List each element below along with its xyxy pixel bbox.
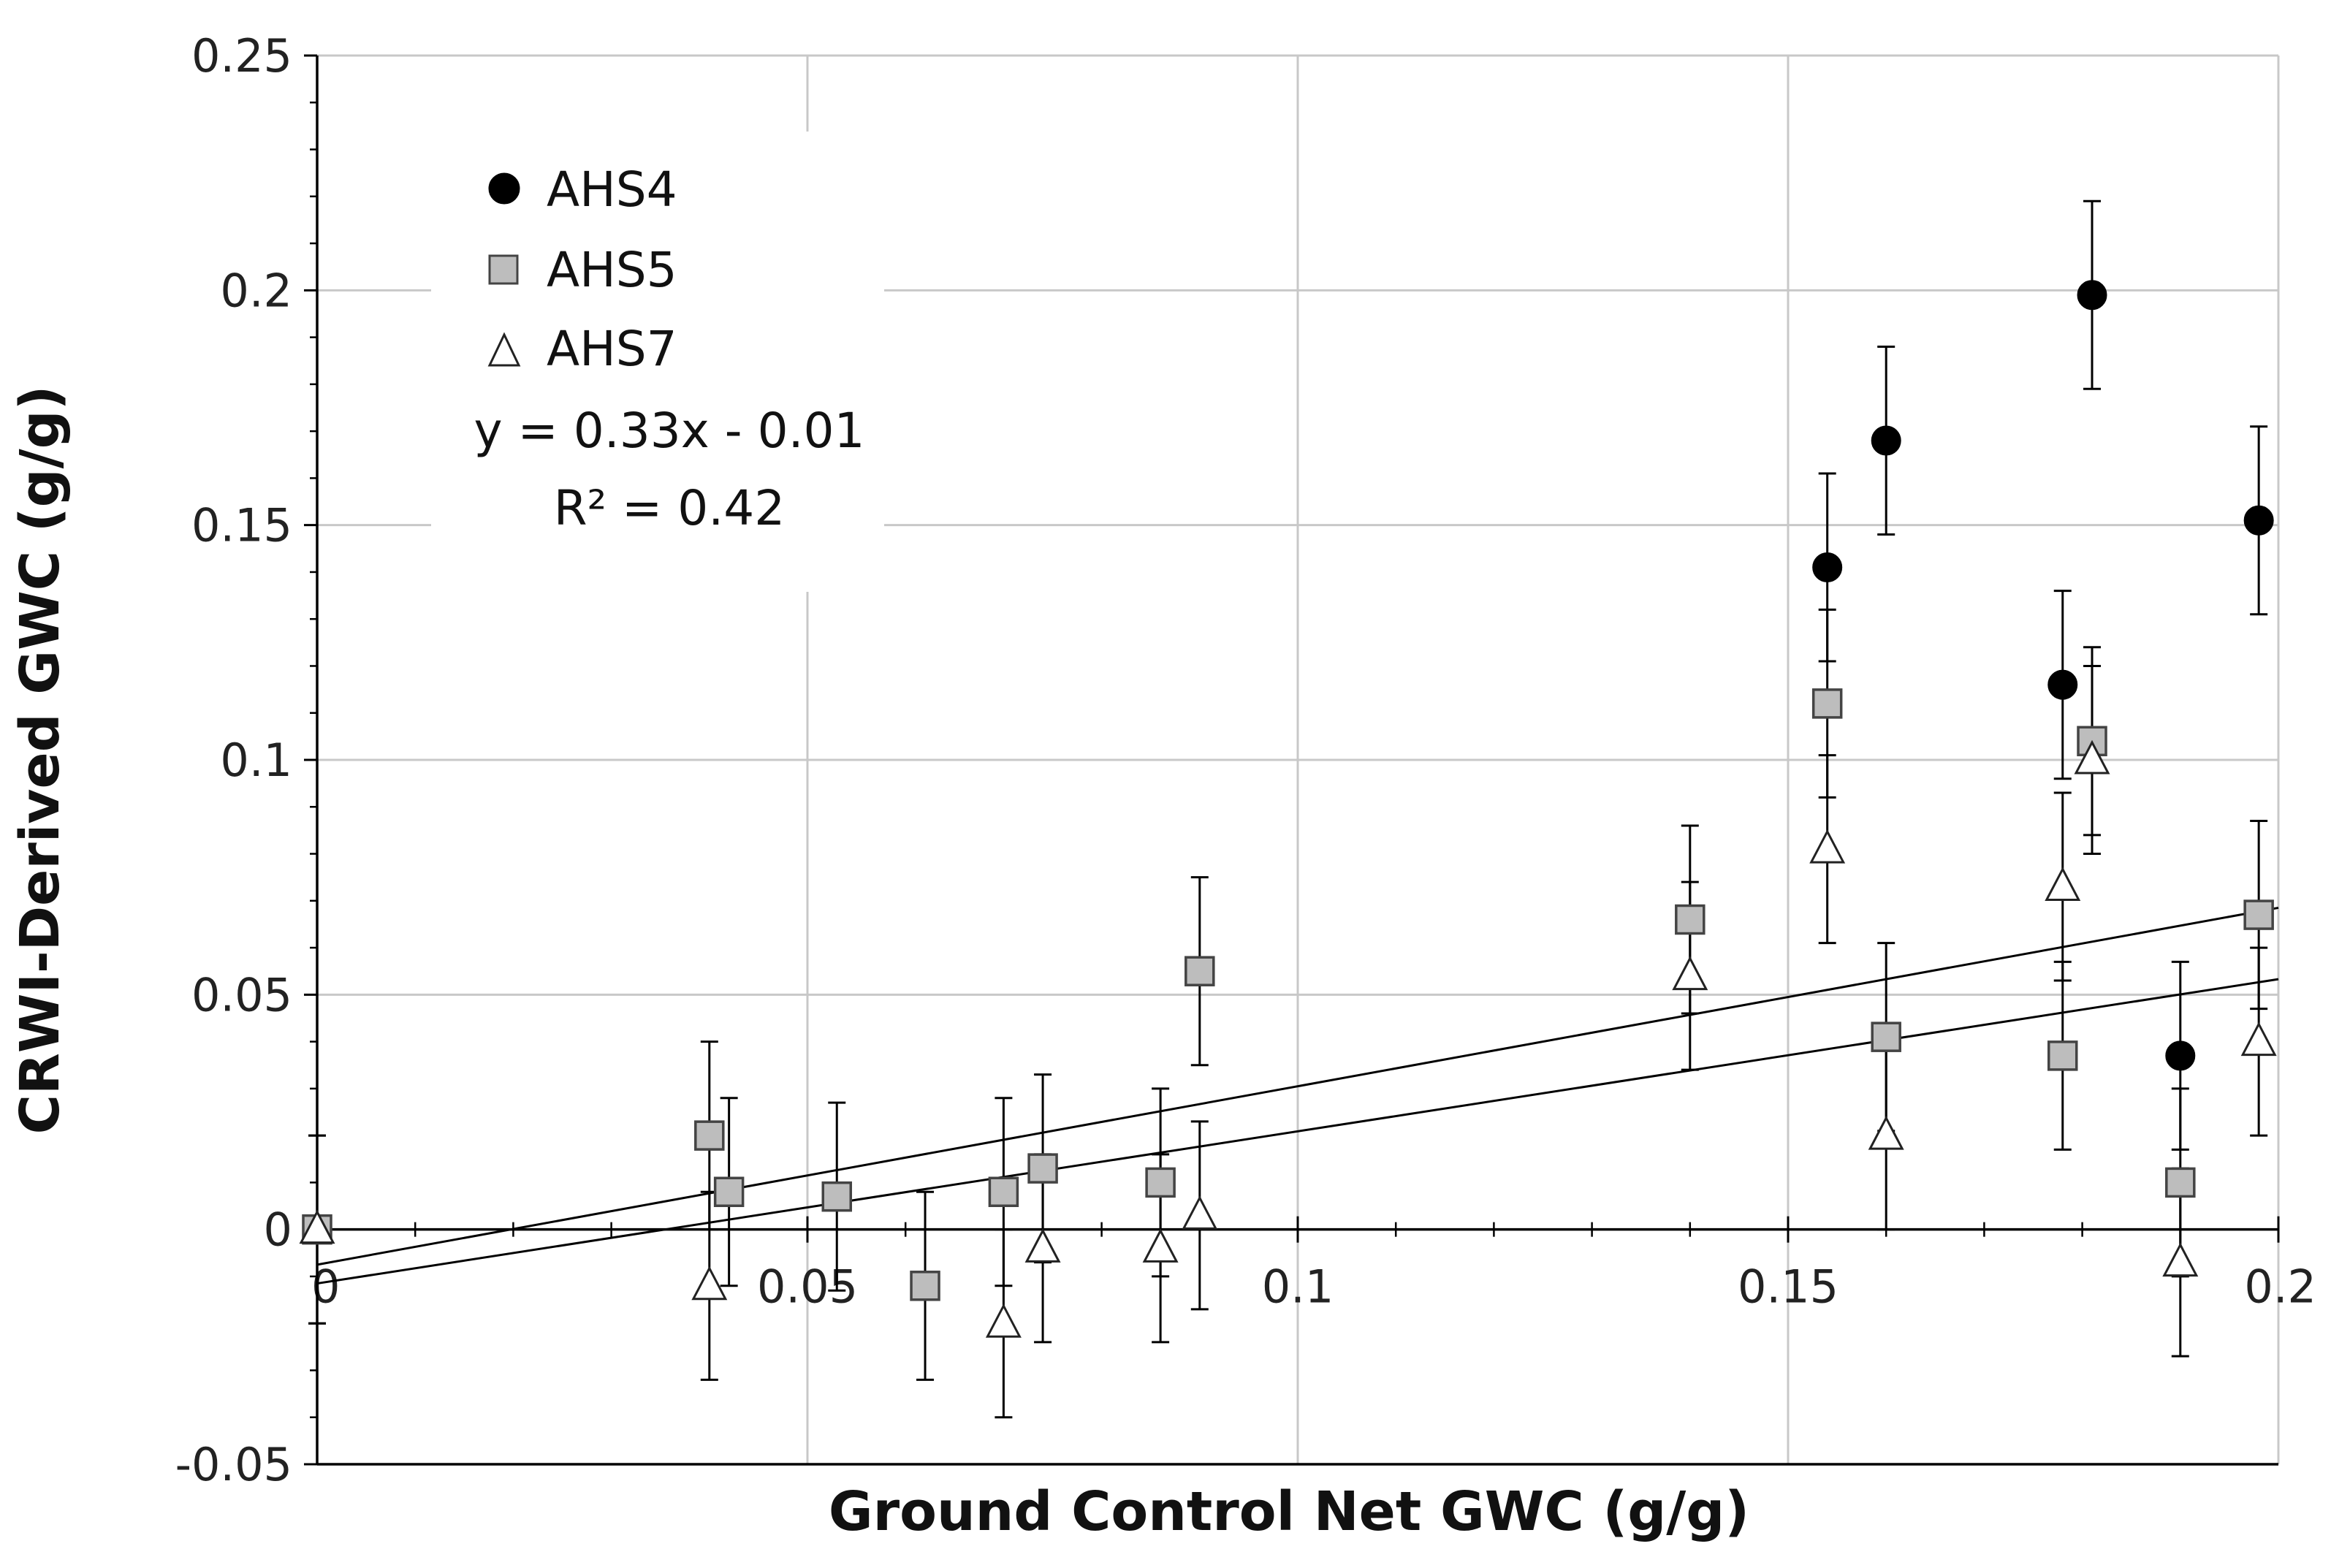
point-ahs4 [2077,280,2107,311]
point-ahs4 [2047,669,2078,700]
legend-marker-ahs7 [487,332,521,367]
point-ahs7 [1024,1228,1061,1263]
x-tick-label: 0.15 [1738,1260,1838,1314]
point-ahs7 [1142,1228,1179,1263]
point-ahs4 [1871,425,1901,456]
point-ahs7 [2045,867,2081,902]
legend-label-ahs4: AHS4 [547,161,677,218]
legend-item-ahs7: AHS7 [487,321,677,377]
point-ahs5 [988,1176,1019,1208]
point-ahs5 [910,1271,940,1301]
point-ahs7 [2162,1242,2199,1277]
point-ahs7 [1182,1195,1218,1230]
point-ahs7 [1672,956,1708,991]
regression-equation: y = 0.33x - 0.01 [474,403,864,459]
axes: -0.05 0 0.05 0.1 0.15 0.2 0.25 0 0.05 0.1 0.15 0.2 [175,29,2316,1491]
point-ahs5 [1811,688,1843,719]
x-tick-label: 0.05 [757,1260,858,1314]
point-ahs5 [694,1120,725,1151]
trendlines [316,906,2279,1285]
y-tick-label: -0.05 [175,1438,292,1491]
legend-marker-ahs5 [488,254,519,285]
x-tick-label: 0 [311,1260,340,1314]
point-ahs7 [2240,1021,2277,1057]
y-tick-label: 0.2 [220,264,292,317]
y-tick-label: 0.25 [191,29,292,83]
x-tick-label: 0.2 [2244,1260,2316,1314]
y-tick-label: 0.05 [191,968,292,1021]
legend-marker-ahs4 [488,172,520,205]
point-ahs5 [1145,1167,1176,1198]
legend-label-ahs7: AHS7 [547,321,677,377]
legend-item-ahs5: AHS5 [488,242,677,298]
x-tick-label: 0.1 [1262,1260,1334,1314]
y-tick-label: 0.15 [191,499,292,552]
trendline-1 [316,906,2279,1266]
point-ahs5 [2243,899,2274,930]
legend-item-ahs4: AHS4 [488,161,677,218]
point-ahs4 [2243,505,2274,536]
y-axis-title: CRWI-Derived GWC (g/g) [9,386,72,1135]
point-ahs5 [1027,1153,1058,1184]
y-tick-label: 0.1 [220,734,292,787]
point-ahs7 [2074,739,2110,775]
point-ahs7 [691,1266,728,1301]
point-ahs4 [1812,552,1843,583]
legend-label-ahs5: AHS5 [547,242,677,298]
x-axis-title: Ground Control Net GWC (g/g) [829,1480,1749,1543]
point-ahs4 [2165,1040,2196,1071]
point-ahs5 [2047,1040,2078,1071]
point-ahs7 [1868,1115,1904,1150]
point-ahs7 [299,1209,335,1244]
data-points [299,280,2277,1338]
point-ahs5 [1675,904,1706,935]
point-ahs5 [713,1176,745,1208]
point-ahs5 [821,1181,853,1212]
point-ahs7 [985,1303,1022,1338]
r-squared-label: R² = 0.42 [554,480,786,536]
trendline-2 [316,978,2279,1285]
point-ahs5 [2165,1167,2196,1198]
y-tick-label: 0 [264,1203,292,1257]
point-ahs5 [1184,956,1215,986]
point-ahs5 [1871,1021,1901,1052]
legend: AHS4 AHS5 AHS7 y = 0.33x - 0.01 R² = 0.4… [474,161,864,536]
point-ahs7 [1809,829,1846,864]
